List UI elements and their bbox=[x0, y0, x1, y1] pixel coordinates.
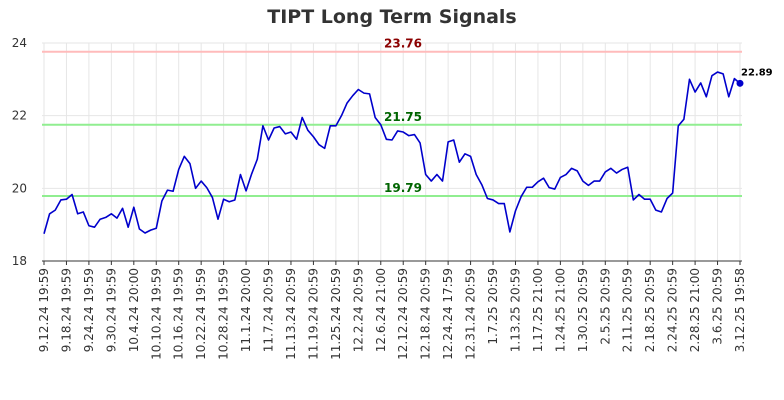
signal-label: 19.79 bbox=[384, 181, 422, 195]
y-tick-label: 18 bbox=[12, 254, 27, 268]
x-tick-label: 2.11.25 20:59 bbox=[621, 268, 635, 352]
x-tick-label: 12.24.24 17:59 bbox=[441, 268, 455, 360]
x-tick-label: 10.16.24 19:59 bbox=[172, 268, 186, 360]
x-tick-label: 12.18.24 20:59 bbox=[419, 268, 433, 360]
x-tick-label: 11.19.24 20:59 bbox=[306, 268, 320, 360]
x-tick-label: 2.24.25 20:59 bbox=[666, 268, 680, 352]
x-tick-label: 10.22.24 19:59 bbox=[194, 268, 208, 360]
x-tick-label: 12.2.24 20:59 bbox=[351, 268, 365, 352]
last-value-label: 22.89 bbox=[741, 67, 773, 78]
x-tick-label: 11.25.24 20:59 bbox=[329, 268, 343, 360]
x-tick-label: 1.30.25 20:59 bbox=[576, 268, 590, 352]
y-tick-label: 24 bbox=[12, 36, 27, 50]
x-tick-label: 12.12.24 20:59 bbox=[396, 268, 410, 360]
signal-label: 21.75 bbox=[384, 110, 422, 124]
x-tick-label: 1.24.25 21:00 bbox=[553, 268, 567, 352]
x-tick-label: 9.18.24 19:59 bbox=[59, 268, 73, 352]
x-tick-label: 10.28.24 19:59 bbox=[217, 268, 231, 360]
x-tick-label: 3.6.25 20:59 bbox=[711, 268, 725, 345]
price-series-line bbox=[43, 71, 741, 234]
x-tick-label: 9.30.24 19:59 bbox=[104, 268, 118, 352]
x-tick-label: 2.5.25 20:59 bbox=[598, 268, 612, 345]
x-tick-label: 12.31.24 20:59 bbox=[464, 268, 478, 360]
x-tick-label: 1.13.25 20:59 bbox=[508, 268, 522, 352]
x-tick-label: 12.6.24 21:00 bbox=[374, 268, 388, 352]
x-tick-label: 11.1.24 20:00 bbox=[239, 268, 253, 352]
x-tick-label: 2.28.25 21:00 bbox=[688, 268, 702, 352]
x-tick-label: 1.17.25 21:00 bbox=[531, 268, 545, 352]
x-tick-label: 3.12.25 19:58 bbox=[733, 268, 747, 352]
x-tick-label: 2.18.25 20:59 bbox=[643, 268, 657, 352]
x-tick-label: 9.12.24 19:59 bbox=[37, 268, 51, 352]
last-point-marker bbox=[736, 79, 744, 87]
signal-label: 23.76 bbox=[384, 37, 422, 51]
x-tick-label: 11.7.24 20:59 bbox=[262, 268, 276, 352]
x-tick-label: 9.24.24 19:59 bbox=[82, 268, 96, 352]
x-tick-label: 10.4.24 20:00 bbox=[127, 268, 141, 352]
x-tick-label: 10.10.24 19:59 bbox=[149, 268, 163, 360]
chart-title: TIPT Long Term Signals bbox=[267, 6, 517, 28]
x-tick-label: 1.7.25 20:59 bbox=[486, 268, 500, 345]
y-tick-label: 22 bbox=[12, 109, 27, 123]
y-tick-label: 20 bbox=[12, 181, 27, 195]
x-tick-label: 11.13.24 20:59 bbox=[284, 268, 298, 360]
